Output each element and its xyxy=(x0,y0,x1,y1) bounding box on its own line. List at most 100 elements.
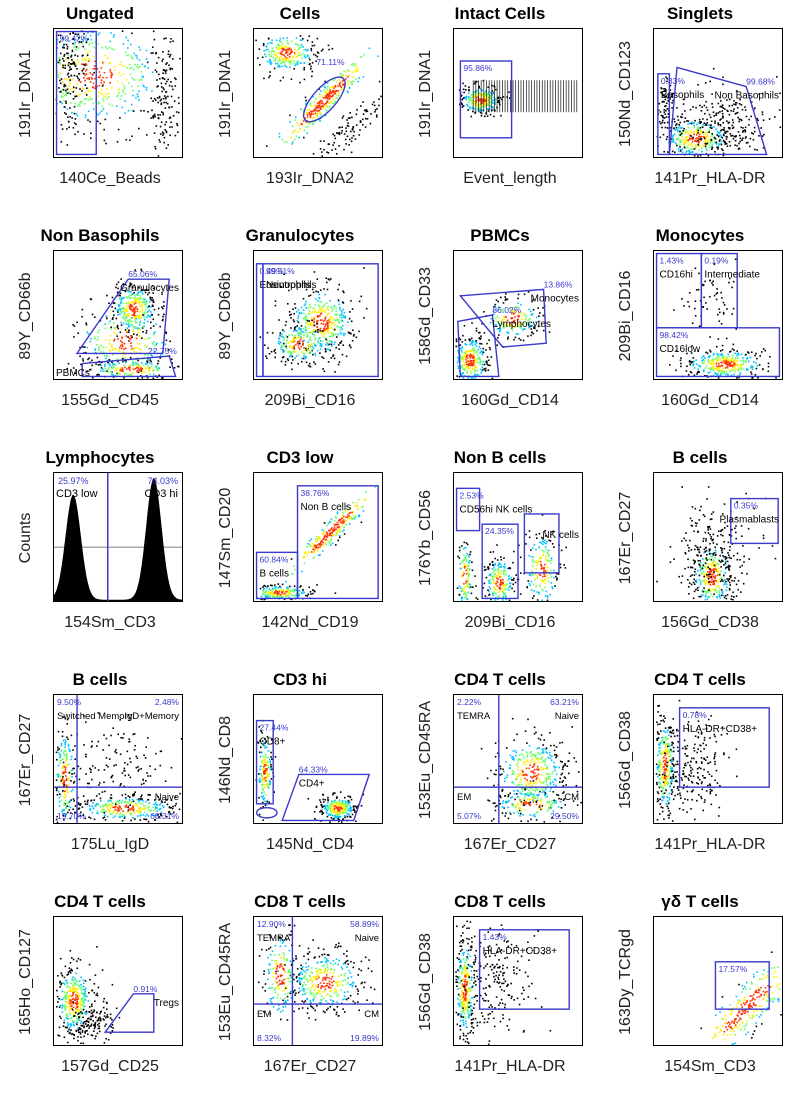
event-dot xyxy=(744,131,747,133)
event-dot xyxy=(660,91,662,94)
event-dot xyxy=(308,352,310,355)
event-dot xyxy=(308,343,310,346)
event-dot xyxy=(330,538,332,541)
event-dot xyxy=(352,135,355,137)
event-dot xyxy=(468,98,470,101)
event-dot xyxy=(489,104,491,107)
event-dot xyxy=(328,335,331,338)
event-dot xyxy=(524,328,526,330)
event-dot xyxy=(690,122,693,125)
event-dot xyxy=(273,584,276,586)
event-dot xyxy=(504,573,507,576)
event-dot xyxy=(716,353,718,355)
event-dot xyxy=(309,344,312,347)
event-dot xyxy=(163,313,165,316)
event-dot xyxy=(62,46,64,49)
event-dot xyxy=(288,334,290,336)
event-dot xyxy=(303,304,306,307)
event-dot xyxy=(709,349,711,352)
event-dot xyxy=(118,350,121,352)
event-dot xyxy=(290,598,293,601)
event-dot xyxy=(715,362,718,365)
event-dot xyxy=(306,121,308,124)
event-dot xyxy=(494,303,497,306)
event-dot xyxy=(474,357,476,360)
event-dot xyxy=(767,362,770,365)
gate-percent: 0.19% xyxy=(704,256,729,266)
event-dot xyxy=(476,373,479,376)
event-dot xyxy=(734,113,737,115)
event-dot xyxy=(90,90,93,92)
event-dot xyxy=(313,318,316,320)
event-dot xyxy=(462,377,465,379)
event-dot xyxy=(483,363,486,366)
event-dot xyxy=(323,85,326,88)
event-dot xyxy=(685,129,687,131)
event-dot xyxy=(501,98,503,101)
event-dot xyxy=(457,360,459,362)
event-dot xyxy=(292,55,295,58)
event-dot xyxy=(127,82,130,84)
event-dot xyxy=(487,110,490,112)
event-dot xyxy=(320,319,323,321)
event-dot xyxy=(672,92,674,95)
event-dot xyxy=(294,337,297,339)
event-dot xyxy=(465,344,468,346)
event-dot xyxy=(115,348,117,351)
event-dot xyxy=(729,365,731,367)
event-dot xyxy=(152,301,155,303)
event-dot xyxy=(693,126,696,129)
event-dot xyxy=(147,354,149,356)
event-dot xyxy=(522,329,524,331)
event-dot xyxy=(169,53,172,56)
event-dot xyxy=(337,300,340,303)
event-dot xyxy=(663,90,665,93)
event-dot xyxy=(100,110,103,112)
event-dot xyxy=(118,305,120,308)
event-dot xyxy=(334,86,337,88)
event-dot xyxy=(72,61,75,63)
event-dot xyxy=(728,113,731,116)
event-dot xyxy=(687,141,690,144)
event-dot xyxy=(457,350,459,352)
event-dot xyxy=(56,38,59,41)
event-dot xyxy=(475,342,478,344)
event-dot xyxy=(490,105,492,108)
event-dot xyxy=(300,306,303,309)
event-dot xyxy=(709,351,712,353)
event-dot xyxy=(98,92,101,94)
event-dot xyxy=(688,360,691,363)
event-dot xyxy=(138,335,141,337)
event-dot xyxy=(74,133,76,136)
event-dot xyxy=(351,129,354,131)
event-dot xyxy=(329,88,331,91)
event-dot xyxy=(671,107,673,109)
event-dot xyxy=(145,87,148,89)
event-dot xyxy=(293,347,296,350)
event-dot xyxy=(92,82,95,85)
event-dot xyxy=(266,596,269,598)
event-dot xyxy=(699,365,702,368)
event-dot xyxy=(750,365,753,367)
event-dot xyxy=(726,99,728,101)
event-dot xyxy=(722,133,725,136)
event-dot xyxy=(348,144,350,146)
event-dot xyxy=(268,596,271,599)
event-dot xyxy=(720,118,722,120)
event-dot xyxy=(130,308,132,311)
event-dot xyxy=(664,113,667,115)
event-dot xyxy=(63,55,65,57)
event-dot xyxy=(100,344,102,347)
event-dot xyxy=(328,91,331,94)
event-dot xyxy=(135,294,137,297)
event-dot xyxy=(683,146,686,149)
event-dot xyxy=(492,99,494,102)
event-dot xyxy=(693,133,695,136)
event-dot xyxy=(356,70,359,72)
event-dot xyxy=(352,511,354,513)
event-dot xyxy=(58,57,61,59)
x-axis-label: 142Nd_CD19 xyxy=(261,614,359,631)
event-dot xyxy=(283,345,285,347)
